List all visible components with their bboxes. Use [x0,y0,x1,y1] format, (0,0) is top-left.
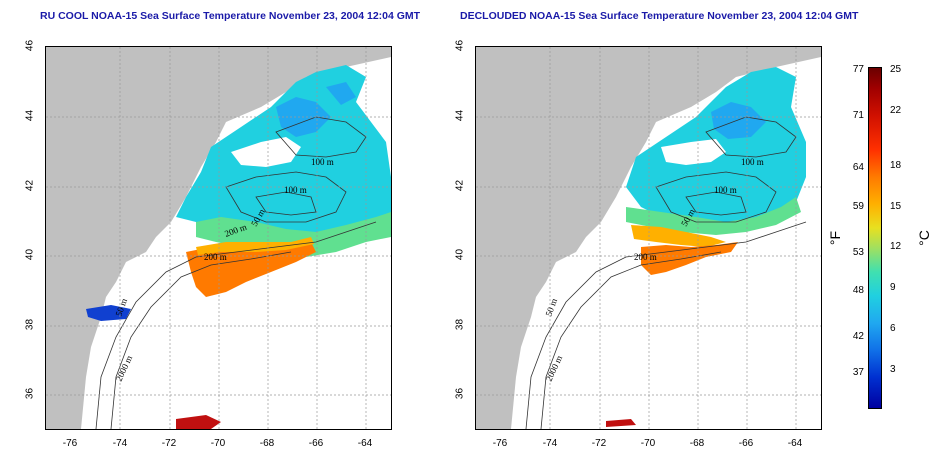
celsius-tick-label: 3 [890,364,896,375]
lon-tick-label: -66 [738,438,754,449]
sst-warm-band [641,242,738,275]
sst-yellow-band [196,237,314,255]
contour-line [255,191,317,216]
lat-tick-label: 38 [24,318,36,331]
contour-line [705,116,797,158]
lon-tick-label: -64 [787,438,803,449]
lon-tick-label: -72 [161,438,177,449]
contour-line [110,251,292,429]
lat-tick-label: 40 [454,248,466,261]
lat-tick-label: 44 [454,109,466,122]
contour-line [275,116,367,158]
temperature-colorbar [868,67,882,409]
cloud-area [661,139,726,165]
left-map-title: RU COOL NOAA-15 Sea Surface Temperature … [40,10,421,22]
land-mass [476,47,821,429]
lon-tick-label: -74 [112,438,128,449]
lon-tick-label: -66 [308,438,324,449]
sst-red-spot [606,419,636,427]
celsius-tick-label: 9 [890,282,896,293]
lat-tick-label: 36 [24,387,36,400]
lon-tick-label: -70 [210,438,226,449]
contour-line [95,221,377,429]
lon-tick-label: -76 [62,438,78,449]
sst-blue-patches [276,82,356,137]
contour-label: 100 m [741,157,764,167]
lat-tick-label: 40 [24,248,36,261]
fahrenheit-tick-label: 71 [852,110,864,121]
contour-label: 100 m [311,157,334,167]
contour-line [685,191,747,216]
celsius-tick-label: 22 [890,105,902,116]
sst-green-band [626,197,801,235]
fahrenheit-unit-label: °F [827,230,844,246]
lon-tick-label: -64 [357,438,373,449]
celsius-unit-label: °C [915,230,932,246]
celsius-tick-label: 12 [890,241,902,252]
celsius-tick-label: 25 [890,64,902,75]
lon-tick-label: -72 [591,438,607,449]
fahrenheit-tick-label: 42 [852,331,864,342]
sst-blue-patches [711,102,766,139]
sst-red-spot [176,415,221,429]
celsius-tick-label: 15 [890,201,902,212]
fahrenheit-tick-label: 77 [852,64,864,75]
contour-label: 100 m [284,185,307,195]
lat-tick-label: 44 [24,109,36,122]
lat-tick-label: 38 [454,318,466,331]
contour-label: 200 m [634,252,657,262]
lat-tick-label: 46 [454,39,466,52]
contour-line [655,171,777,223]
lon-tick-label: -68 [259,438,275,449]
celsius-tick-label: 18 [890,160,902,171]
cloud-area [231,137,301,167]
fahrenheit-tick-label: 59 [852,201,864,212]
lon-tick-label: -70 [640,438,656,449]
lon-tick-label: -68 [689,438,705,449]
celsius-tick-label: 6 [890,323,896,334]
lat-tick-label: 42 [24,179,36,192]
fahrenheit-tick-label: 64 [852,162,864,173]
contour-label: 2000 m [114,354,135,383]
contour-label: 2000 m [544,354,565,383]
fahrenheit-tick-label: 48 [852,285,864,296]
land-mass [46,47,391,429]
fahrenheit-tick-label: 37 [852,367,864,378]
contour-label: 50 m [543,297,559,318]
lat-tick-label: 46 [24,39,36,52]
contour-line [525,221,807,429]
fahrenheit-tick-label: 53 [852,247,864,258]
lon-tick-label: -74 [542,438,558,449]
lat-tick-label: 42 [454,179,466,192]
contour-label: 100 m [714,185,737,195]
sst-yellow-band [631,225,726,247]
lon-tick-label: -76 [492,438,508,449]
right-sst-map: 100 m 100 m 50 m 200 m 50 m 2000 m [475,46,822,430]
right-map-title: DECLOUDED NOAA-15 Sea Surface Temperatur… [460,10,859,22]
contour-line [540,251,722,429]
contour-label: 200 m [204,252,227,262]
contour-line [225,171,347,223]
left-sst-map: 100 m 100 m 50 m 200 m 200 m 50 m 2000 m [45,46,392,430]
lat-tick-label: 36 [454,387,466,400]
